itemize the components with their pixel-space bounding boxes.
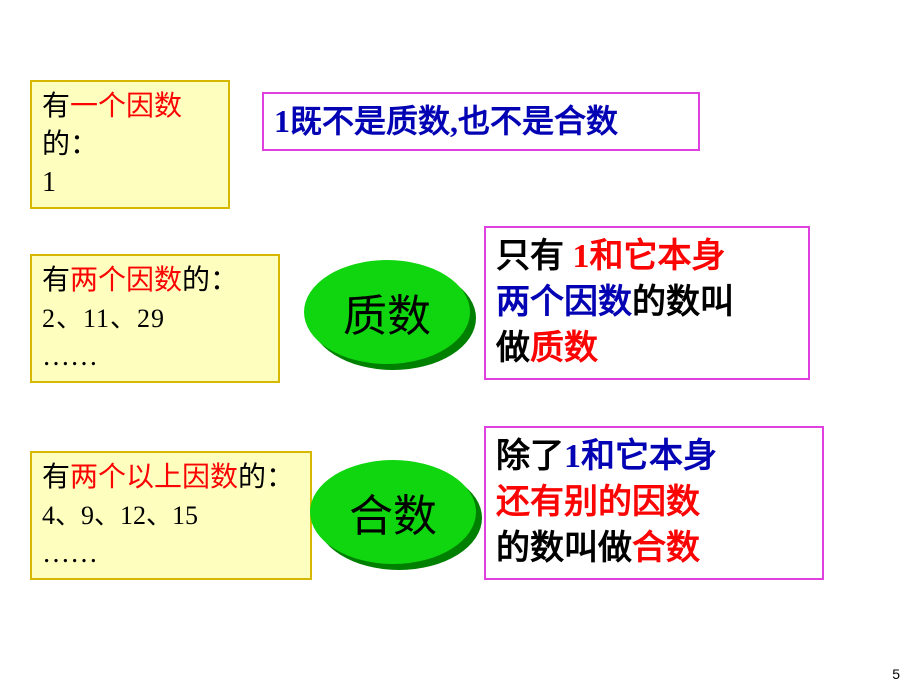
yellow-box-2: 有两个因数的： 2、11、29 …… [30,254,280,383]
page-number: 5 [892,666,900,682]
text: 做 [496,330,530,367]
text-highlight: 1和它本身 [564,438,717,475]
text: 有 [42,91,70,122]
text: 1 [42,167,56,198]
text: 两个因数 [496,284,632,321]
text-highlight: 两个以上因数 [70,462,238,493]
text-highlight: 一个因数 [70,91,182,122]
text: 的： [182,265,238,296]
ellipse-label: 质数 [304,260,470,364]
text: 1既不是质数,也不是合数 [274,103,618,139]
white-box-2: 只有 1和它本身两个因数的数叫做质数 [484,226,810,380]
text: 只有 [496,238,564,275]
yellow-box-3: 有两个以上因数的： 4、9、12、15 …… [30,451,312,580]
text: 的： [42,129,98,160]
ellipse-prime: 质数 [304,260,470,364]
text: 有 [42,265,70,296]
text: 的： [238,462,294,493]
text: 的数叫做 [496,530,632,567]
text: 质数 [530,330,598,367]
text: 4、9、12、15 [42,501,198,530]
text: 1和它本身 [564,238,726,275]
text: 除了 [496,438,564,475]
ellipse-label: 合数 [310,460,476,564]
text: …… [42,538,98,569]
white-box-3: 除了1和它本身还有别的因数的数叫做合数 [484,426,824,580]
text: 的数叫 [632,284,734,321]
white-box-1: 1既不是质数,也不是合数 [262,92,700,151]
ellipse-composite: 合数 [310,460,476,564]
text-highlight: 还有别的因数 [496,484,700,521]
text-highlight: 两个因数 [70,265,182,296]
text: …… [42,341,98,372]
text: 2、11、29 [42,304,165,333]
yellow-box-1: 有一个因数的： 1 [30,80,230,209]
text-highlight: 合数 [632,530,700,567]
text: 有 [42,462,70,493]
